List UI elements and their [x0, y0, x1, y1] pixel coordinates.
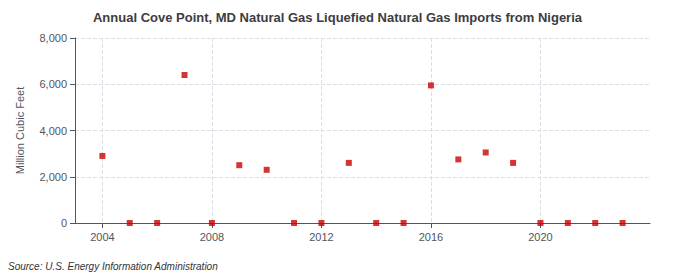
svg-text:Million Cubic Feet: Million Cubic Feet — [14, 87, 26, 174]
svg-text:2020: 2020 — [528, 231, 552, 243]
svg-text:4,000: 4,000 — [39, 125, 67, 137]
svg-text:Annual Cove Point, MD Natural: Annual Cove Point, MD Natural Gas Liquef… — [93, 10, 583, 25]
svg-text:6,000: 6,000 — [39, 78, 67, 90]
svg-text:2008: 2008 — [200, 231, 224, 243]
svg-text:2,000: 2,000 — [39, 171, 67, 183]
svg-text:2004: 2004 — [90, 231, 114, 243]
svg-text:2016: 2016 — [419, 231, 443, 243]
svg-text:Source: U.S. Energy Informatio: Source: U.S. Energy Information Administ… — [8, 261, 218, 272]
svg-text:0: 0 — [61, 217, 67, 229]
svg-text:8,000: 8,000 — [39, 32, 67, 44]
svg-text:2012: 2012 — [309, 231, 333, 243]
